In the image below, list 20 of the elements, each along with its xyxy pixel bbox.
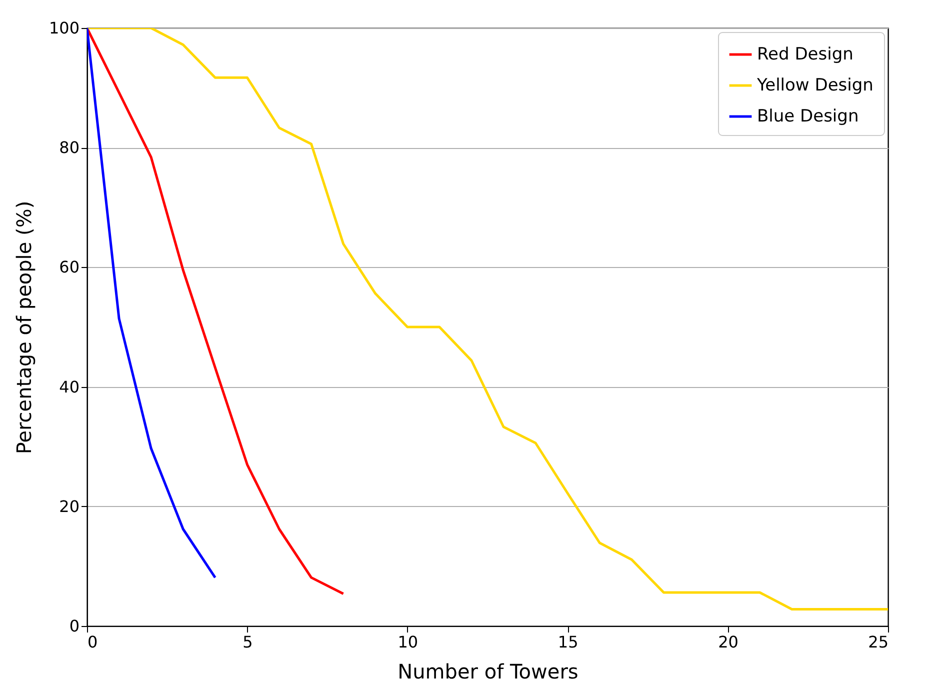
y-tick-label: 80 — [59, 138, 80, 158]
y-tick-label: 20 — [59, 496, 80, 516]
y-axis-title: Percentage of people (%) — [12, 200, 36, 454]
x-tick-label: 0 — [88, 632, 98, 652]
legend-label: Blue Design — [757, 106, 859, 126]
x-axis-title: Number of Towers — [398, 660, 578, 684]
y-tick-label: 0 — [69, 616, 80, 636]
x-tick-label: 15 — [558, 632, 578, 652]
y-tick-label: 60 — [59, 258, 80, 277]
x-tick-label: 20 — [718, 632, 738, 652]
y-tick-label: 40 — [59, 377, 80, 396]
x-tick-label: 10 — [398, 632, 418, 652]
line-series — [87, 28, 345, 595]
line-series — [87, 28, 888, 611]
line-series — [87, 28, 216, 579]
y-tick-label: 100 — [48, 18, 80, 38]
x-tick-label: 25 — [868, 632, 888, 652]
legend-label: Red Design — [757, 44, 854, 64]
x-tick-label: 5 — [242, 632, 253, 652]
legend-label: Yellow Design — [756, 76, 874, 96]
